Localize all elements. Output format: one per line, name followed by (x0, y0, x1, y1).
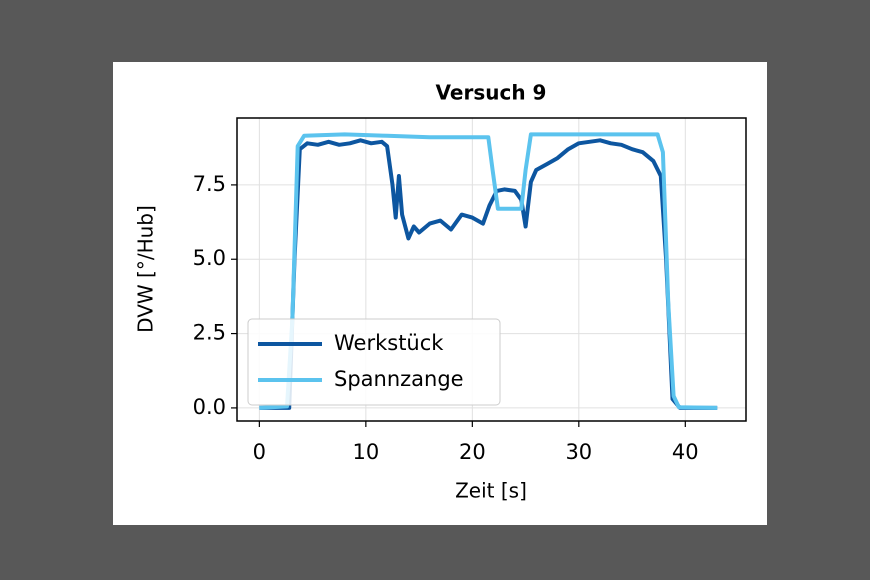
legend-box (247, 318, 501, 406)
plot-frame (236, 117, 747, 422)
x-tick-label: 40 (672, 440, 699, 464)
line-series (259, 132, 718, 410)
x-tick-label: 30 (565, 440, 592, 464)
x-tick-label: 20 (459, 440, 486, 464)
legend-label: Spannzange (334, 367, 464, 391)
line-series (259, 138, 718, 410)
x-axis-label: Zeit [s] (455, 479, 527, 503)
y-tick-label: 7.5 (193, 172, 226, 196)
y-tick-label: 5.0 (193, 246, 226, 270)
y-tick-label: 2.5 (193, 321, 226, 345)
y-axis-label: DVW [°/Hub] (134, 205, 158, 333)
y-tick-label: 0.0 (193, 395, 226, 419)
x-tick-label: 10 (352, 440, 379, 464)
chart-title: Versuch 9 (436, 81, 547, 105)
legend-label: Werkstück (334, 331, 444, 355)
x-tick-label: 0 (253, 440, 266, 464)
